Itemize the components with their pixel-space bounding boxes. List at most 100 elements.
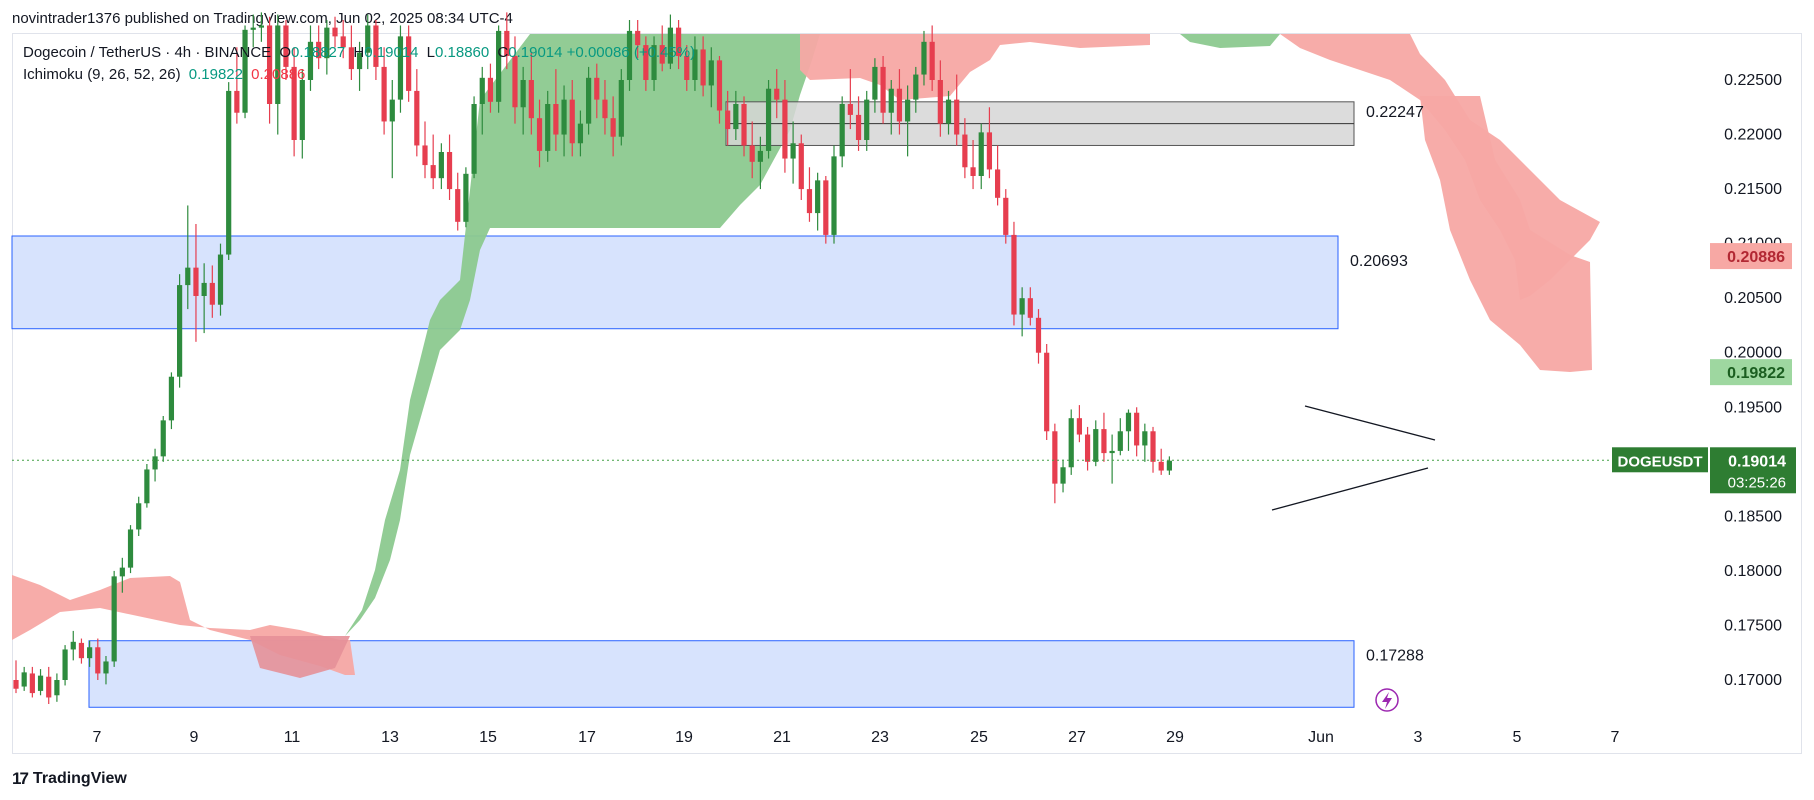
- candle-body: [103, 661, 109, 674]
- candle-body: [1076, 418, 1082, 435]
- candle-body: [209, 282, 215, 305]
- candle-body: [962, 134, 968, 168]
- x-tick-label: 17: [578, 729, 596, 746]
- candle-body: [839, 104, 845, 157]
- candle-body: [62, 649, 68, 680]
- candle-body: [782, 99, 788, 159]
- y-tick-label: 0.17000: [1724, 672, 1782, 689]
- candle-body: [29, 673, 35, 694]
- candle-body: [1060, 467, 1066, 484]
- candle-body: [569, 99, 575, 144]
- candle-body: [87, 647, 93, 659]
- candle-body: [536, 118, 543, 151]
- candle-body: [160, 420, 166, 457]
- candle-body: [455, 189, 461, 222]
- candle-body: [684, 56, 690, 80]
- symbol-legend: Dogecoin / TetherUS · 4h · BINANCE O0.18…: [23, 44, 695, 61]
- candle-body: [1125, 412, 1132, 432]
- candle-body: [463, 173, 469, 222]
- y-tick-label: 0.21500: [1724, 181, 1782, 198]
- candle-body: [741, 104, 747, 146]
- indicator-name: Ichimoku (9, 26, 52, 26): [23, 66, 181, 83]
- candle-body: [635, 30, 641, 46]
- candles: [13, 12, 1172, 704]
- candle-body: [127, 529, 134, 568]
- cloud-overlap: [250, 636, 350, 678]
- candle-body: [1134, 412, 1140, 446]
- lightning-icon-bolt: [1382, 692, 1392, 709]
- candle-body: [324, 27, 330, 59]
- last-price-tag: [1710, 447, 1796, 494]
- candle-body: [70, 641, 76, 650]
- candle-body: [757, 150, 763, 162]
- candle-body: [185, 267, 191, 286]
- candle-body: [250, 27, 256, 30]
- candle-body: [1003, 197, 1009, 235]
- candle-body: [692, 49, 698, 80]
- candle-body: [307, 41, 314, 80]
- candle-body: [716, 60, 723, 111]
- y-tick-label: 0.18000: [1724, 563, 1782, 580]
- candle-body: [733, 104, 739, 130]
- indicator-value-a: 0.19822: [188, 66, 243, 83]
- low-label: L: [426, 44, 436, 61]
- candle-body: [626, 30, 633, 81]
- candle-body: [242, 29, 248, 113]
- cloud-red-top: [800, 34, 1150, 100]
- y-tick-label: 0.22500: [1724, 72, 1782, 89]
- zone-label: 0.22247: [1366, 104, 1424, 121]
- candle-body: [316, 41, 322, 59]
- symbol-tag-label: DOGEUSDT: [1617, 453, 1702, 470]
- candle-body: [1068, 418, 1074, 468]
- candle-body: [291, 66, 297, 140]
- candle-body: [945, 99, 952, 124]
- candle-body: [978, 132, 984, 176]
- candle-body: [340, 36, 346, 48]
- candle-body: [995, 169, 1001, 198]
- lightning-icon: [1375, 688, 1399, 712]
- x-tick-label: 29: [1166, 729, 1184, 746]
- candle-body: [528, 80, 534, 119]
- candle-body: [594, 77, 600, 100]
- candle-body: [921, 41, 927, 75]
- candle-body: [136, 503, 142, 530]
- senkou-span-b-tag: [1710, 243, 1792, 270]
- candle-body: [1150, 431, 1156, 462]
- candle-body: [888, 88, 894, 113]
- candle-body: [217, 254, 224, 305]
- candle-body: [234, 90, 240, 113]
- candle-body: [1035, 317, 1042, 353]
- x-tick-label: Jun: [1308, 729, 1334, 746]
- candle-body: [970, 167, 976, 176]
- candle-body: [504, 30, 510, 56]
- candle-body: [46, 676, 52, 698]
- senkou-span-a-tag: [1710, 359, 1792, 386]
- indicator-legend: Ichimoku (9, 26, 52, 26) 0.19822 0.20886: [23, 66, 305, 83]
- candle-body: [479, 77, 485, 104]
- candle-body: [389, 99, 395, 122]
- candle-body: [1027, 298, 1033, 318]
- candle-body: [954, 99, 960, 135]
- candle-body: [847, 104, 853, 115]
- candle-body: [610, 118, 616, 137]
- candle-body: [373, 25, 379, 67]
- symbol-line: Dogecoin / TetherUS · 4h · BINANCE: [23, 44, 272, 61]
- candle-body: [487, 77, 494, 102]
- candle-body: [765, 88, 772, 151]
- candle-body: [397, 36, 404, 100]
- triangle-upper-line: [1304, 405, 1436, 441]
- candle-body: [438, 152, 444, 179]
- candle-body: [512, 56, 518, 108]
- last-price-value: 0.19014: [1728, 453, 1786, 470]
- candle-body: [806, 189, 813, 214]
- candle-body: [618, 80, 624, 137]
- high-value: 0.19014: [364, 44, 419, 61]
- candle-body: [774, 88, 780, 100]
- candle-body: [275, 25, 281, 105]
- tradingview-footer[interactable]: 17 TradingView: [12, 769, 127, 789]
- candle-body: [577, 123, 584, 144]
- symbol-tag: [1612, 447, 1708, 473]
- candle-body: [823, 180, 829, 235]
- candle-body: [864, 99, 870, 140]
